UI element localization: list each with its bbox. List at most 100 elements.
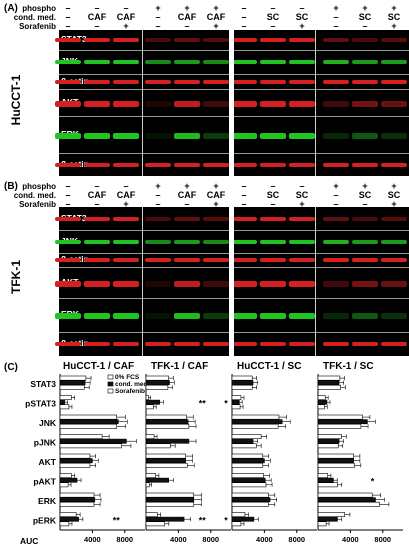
chart-bar bbox=[317, 423, 362, 429]
blot-band bbox=[289, 132, 315, 139]
chart-bar bbox=[145, 399, 161, 405]
blot-band bbox=[289, 280, 315, 287]
blot-band bbox=[84, 280, 110, 287]
chart-bar bbox=[145, 395, 149, 400]
blot-band bbox=[174, 79, 200, 84]
blot-row-separator bbox=[59, 116, 409, 117]
blot-band bbox=[231, 79, 257, 84]
chart-bar bbox=[59, 462, 91, 468]
chart-bar bbox=[231, 443, 257, 449]
panel-c-charts: HuCCT-1 / CAF 4000 8000 STAT3 pSTAT3 JNK pJNK A… bbox=[20, 361, 403, 546]
chart-x-tick-label-1: 4000 bbox=[170, 535, 187, 544]
chart-bar bbox=[231, 395, 242, 400]
blot-band bbox=[289, 342, 315, 346]
chart-bar bbox=[231, 477, 266, 483]
blot-band bbox=[84, 216, 110, 221]
header-cond-col-12: SC bbox=[387, 190, 401, 200]
blot-band bbox=[84, 79, 110, 84]
header-phospho-col-2: – bbox=[94, 181, 100, 191]
header-sorafenib-col-7: – bbox=[241, 199, 247, 209]
chart-bar bbox=[231, 482, 267, 488]
chart-category-label: pAKT bbox=[33, 476, 56, 486]
chart-bar bbox=[317, 482, 338, 488]
chart-bar bbox=[231, 434, 262, 439]
chart-bar bbox=[231, 512, 246, 517]
blot-band bbox=[113, 60, 139, 64]
chart-bar bbox=[59, 375, 87, 381]
header-phospho-col-7: – bbox=[241, 3, 247, 13]
header-cond-col-6: CAF bbox=[206, 190, 226, 200]
blot-row-separator bbox=[59, 253, 409, 254]
header-label-cond: cond. med. bbox=[13, 13, 56, 22]
blot-band bbox=[289, 79, 315, 84]
blot-band bbox=[289, 313, 315, 319]
blot-band bbox=[289, 60, 315, 64]
header-phospho-col-6: + bbox=[213, 3, 219, 13]
blot-band bbox=[113, 239, 139, 244]
blot-band bbox=[113, 216, 139, 221]
chart-bar bbox=[317, 395, 326, 400]
header-sorafenib-col-5: – bbox=[184, 199, 190, 209]
chart-bar bbox=[145, 453, 186, 459]
blot-band bbox=[381, 132, 407, 139]
chart-bar bbox=[145, 423, 190, 429]
blot-area: STAT3STAT3JNKJNKß-actinß-actinAKTAKTERKE… bbox=[55, 30, 409, 176]
chart-bar bbox=[59, 501, 95, 507]
header-phospho-col-12: + bbox=[391, 3, 397, 13]
chart-bar bbox=[317, 453, 354, 459]
header-cond-col-10: – bbox=[333, 12, 339, 22]
chart-legend-swatch bbox=[107, 374, 114, 380]
blot-band bbox=[260, 38, 286, 42]
header-cond-col-9: SC bbox=[295, 190, 309, 200]
blot-band bbox=[84, 132, 110, 139]
blot-band bbox=[352, 342, 378, 346]
chart-bar bbox=[317, 521, 327, 527]
chart-bar bbox=[231, 380, 254, 386]
chart-bar bbox=[145, 414, 187, 420]
blot-gap bbox=[229, 207, 234, 356]
chart-bar bbox=[317, 375, 341, 381]
blot-row-separator bbox=[59, 230, 409, 231]
chart-significance: * bbox=[224, 515, 228, 525]
blot-band bbox=[145, 280, 171, 287]
header-sorafenib-col-9: + bbox=[299, 199, 305, 209]
chart-bar bbox=[317, 438, 340, 444]
chart-bar bbox=[231, 458, 265, 464]
blot-row-separator bbox=[59, 89, 409, 90]
blot-band bbox=[260, 280, 286, 287]
blot-band bbox=[145, 132, 171, 139]
blot-band bbox=[55, 162, 81, 167]
chart-legend-swatch bbox=[107, 388, 114, 394]
blot-band bbox=[113, 258, 139, 262]
blot-band bbox=[203, 60, 229, 64]
header-cond-col-3: CAF bbox=[116, 190, 136, 200]
blot-band bbox=[323, 132, 349, 139]
chart-x-tick-label-3: 4000 bbox=[342, 535, 359, 544]
header-phospho-col-2: – bbox=[94, 3, 100, 13]
blot-band bbox=[260, 342, 286, 346]
blot-band bbox=[381, 258, 407, 262]
chart-bar bbox=[231, 497, 271, 503]
blot-band bbox=[84, 258, 110, 262]
chart-bar bbox=[317, 462, 355, 468]
chart-bar bbox=[231, 375, 253, 381]
chart-x-tick-label-0: 8000 bbox=[116, 535, 133, 544]
chart-bar bbox=[145, 458, 186, 464]
header-cond-col-10: – bbox=[333, 190, 339, 200]
chart-bar bbox=[317, 516, 338, 522]
chart-bar bbox=[231, 399, 240, 405]
chart-bar bbox=[145, 419, 189, 425]
blot-band bbox=[323, 342, 349, 346]
chart-category-label: pSTAT3 bbox=[25, 398, 56, 408]
chart-bar bbox=[59, 434, 103, 439]
chart-bar bbox=[59, 477, 78, 483]
blot-column-separator bbox=[142, 207, 143, 356]
blot-band bbox=[174, 100, 200, 107]
header-phospho-col-4: + bbox=[155, 3, 161, 13]
header-cond-col-11: SC bbox=[358, 190, 372, 200]
header-sorafenib-col-4: – bbox=[155, 199, 161, 209]
blot-row-separator bbox=[59, 74, 409, 75]
header-phospho-col-5: + bbox=[184, 181, 190, 191]
chart-title-3: TFK-1 / SC bbox=[323, 361, 374, 372]
blot-band bbox=[352, 239, 378, 244]
